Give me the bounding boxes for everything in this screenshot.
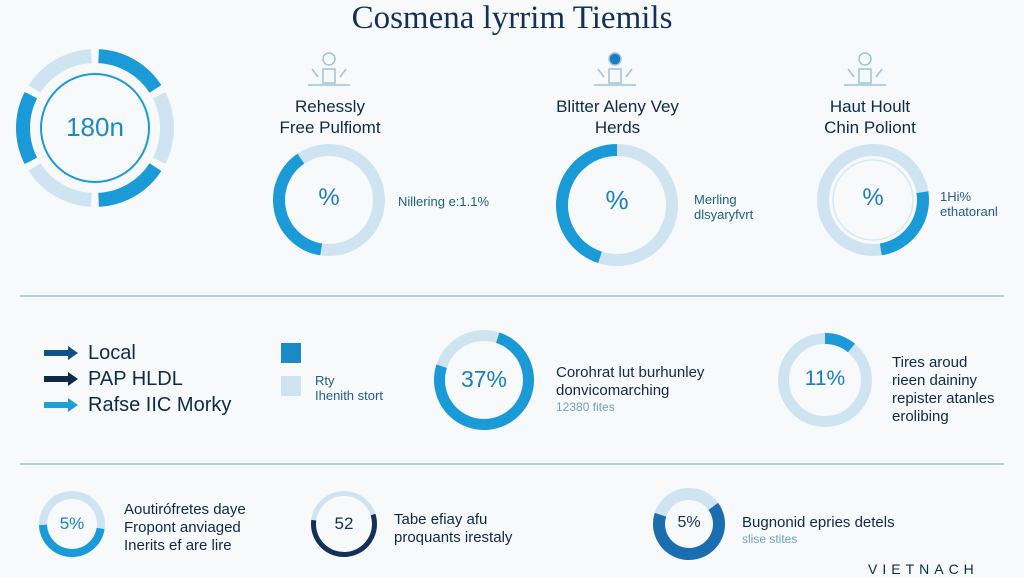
donut-chart-big: [16, 49, 174, 207]
legend-square-light: [281, 376, 301, 396]
donut-value-arc: [434, 332, 534, 430]
donut-chart-e1: [39, 491, 105, 557]
text-d1-line2: donvicomarching: [556, 382, 670, 399]
footer-watermark: VIETNACH: [868, 561, 979, 577]
legend-item: Rafse IIC Morky: [44, 392, 274, 418]
text-d2-line4: erolibing: [892, 408, 949, 425]
side-text-c1: Nillering e:1.1%: [398, 194, 490, 209]
donut-segment: [28, 163, 93, 207]
legend-label: PAP HLDL: [88, 368, 183, 390]
donut-value-arc: [824, 333, 855, 353]
legend-square-text-line1: Rty: [315, 373, 335, 388]
text-e1-line3: Inerits ef are lire: [124, 537, 232, 554]
heading-c3: Haut Hoult Chin Poliont: [800, 96, 940, 138]
donut-value-arc: [653, 502, 725, 560]
donut-e3-label: 5%: [677, 514, 701, 531]
donut-segment: [28, 49, 93, 93]
text-e1-line2: Fropont anviaged: [124, 519, 241, 536]
donut-inner-ring: [40, 73, 150, 183]
donut-value-arc: [879, 191, 929, 256]
text-d2: Tires aroud rieen daininy repister atanl…: [892, 354, 1020, 426]
text-e2-line1: Tabe efiay afu: [394, 511, 488, 528]
figure-icon: [308, 52, 350, 86]
donut-chart-d2: [778, 333, 872, 427]
text-e1-line1: Aoutirófretes daye: [124, 501, 246, 518]
text-d2-line3: repister atanles: [892, 390, 995, 407]
side-text-c2-line1: Merling: [694, 192, 737, 207]
donut-segment: [16, 91, 38, 165]
divider: [20, 295, 1004, 297]
heading-c2: Blitter Aleny Vey Herds: [530, 96, 705, 138]
text-e2: Tabe efiay afu proquants irestaly: [394, 511, 554, 547]
figure-icon: [844, 52, 886, 86]
text-e2-line2: proquants irestaly: [394, 529, 513, 546]
legend-square-dark: [281, 343, 301, 363]
donut-chart-c3: [817, 144, 929, 256]
heading-c1: Rehessly Free Pulfiomt: [255, 96, 405, 138]
donut-segment: [97, 49, 162, 93]
donut-e2-label: 52: [334, 514, 354, 533]
side-text-c3: 1Hi% ethatoranl: [940, 189, 1020, 219]
text-e3-line1: Bugnonid epries detels: [742, 514, 895, 531]
heading-c1-line2: Free Pulfiomt: [279, 118, 381, 137]
donut-value-arc: [273, 153, 323, 256]
side-text-c2-line2: dlsyaryfvrt: [694, 207, 754, 222]
text-e1: Aoutirófretes daye Fropont anviaged Iner…: [124, 501, 294, 555]
donut-chart-c2: [556, 144, 678, 266]
side-text-c3-line1: 1Hi%: [940, 189, 972, 204]
legend-square-text-line2: Ihenith stort: [315, 388, 383, 403]
donut-chart-c1: [273, 144, 385, 256]
donut-c1-label: %: [318, 184, 340, 211]
heading-c3-line2: Chin Poliont: [824, 118, 916, 137]
donut-c2-label: %: [605, 185, 629, 215]
page-title: Cosmena lyrrim Tiemils: [351, 0, 673, 36]
text-d2-line2: rieen daininy: [892, 372, 978, 389]
arrow-icon: [44, 372, 78, 386]
donut-chart-e3: [653, 488, 725, 560]
donut-d1-label: 37%: [460, 366, 508, 392]
donut-value-arc: [311, 513, 377, 557]
legend-label: Local: [88, 342, 136, 364]
donut-segment: [97, 163, 162, 207]
donut-value-arc: [39, 524, 105, 557]
text-e3-sub: slise stites: [742, 532, 798, 546]
donut-chart-e2: [311, 491, 377, 557]
donut-inner-ring: [832, 159, 914, 241]
legend-square-text: Rty Ihenith stort: [315, 373, 435, 403]
legend-label: Rafse IIC Morky: [88, 394, 232, 416]
legend: Local PAP HLDL Rafse IIC Morky: [44, 340, 274, 418]
legend-item: Local: [44, 340, 274, 366]
donut-e1-label: 5%: [59, 514, 85, 533]
text-d1-sub: 12380 fites: [556, 400, 615, 414]
text-d2-line1: Tires aroud: [892, 354, 968, 371]
donut-c3-label: %: [862, 184, 884, 211]
divider: [20, 463, 1004, 465]
text-e3: Bugnonid epries detels slise stites: [742, 514, 922, 546]
side-text-c2: Merling dlsyaryfvrt: [694, 192, 804, 222]
figure-icon-highlight: [594, 52, 636, 86]
donut-segment: [152, 91, 174, 165]
arrow-icon: [44, 398, 78, 412]
heading-c1-line1: Rehessly: [295, 97, 365, 116]
donut-value-arc: [556, 144, 618, 264]
heading-c2-line2: Herds: [594, 118, 641, 137]
legend-item: PAP HLDL: [44, 366, 274, 392]
side-text-c3-line2: ethatoranl: [940, 204, 998, 219]
text-d1: Corohrat lut burhunley donvicomarching 1…: [556, 364, 756, 414]
donut-d2-label: 11%: [804, 367, 846, 390]
donut-chart-d1: [434, 330, 534, 430]
heading-c2-line1: Blitter Aleny Vey: [556, 97, 679, 116]
donut-big-label: 180n: [66, 112, 124, 142]
heading-c3-line1: Haut Hoult: [829, 97, 911, 116]
arrow-icon: [44, 346, 78, 360]
text-d1-line1: Corohrat lut burhunley: [556, 364, 705, 381]
